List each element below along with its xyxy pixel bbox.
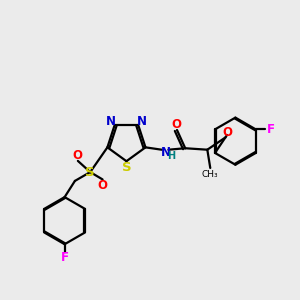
- Text: CH₃: CH₃: [202, 170, 219, 179]
- Text: O: O: [171, 118, 182, 130]
- Text: N: N: [160, 146, 170, 159]
- Text: O: O: [73, 148, 83, 161]
- Text: F: F: [266, 123, 274, 136]
- Text: N: N: [137, 115, 147, 128]
- Text: N: N: [106, 115, 116, 128]
- Text: O: O: [98, 179, 108, 192]
- Text: O: O: [222, 125, 232, 139]
- Text: S: S: [122, 160, 131, 174]
- Text: S: S: [85, 166, 95, 178]
- Text: H: H: [167, 151, 175, 161]
- Text: F: F: [61, 251, 69, 264]
